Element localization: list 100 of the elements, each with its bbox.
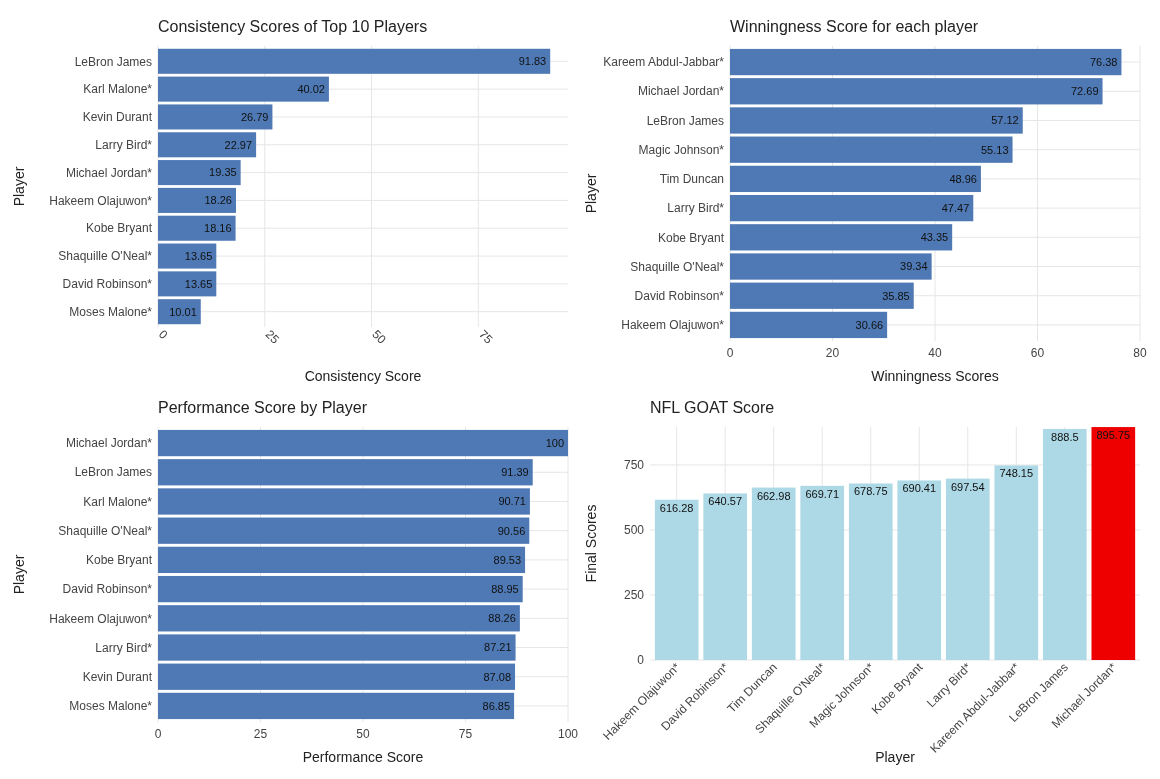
data-label: 55.13	[981, 143, 1009, 156]
data-label: 13.65	[184, 277, 213, 290]
data-label: 888.5	[1051, 430, 1079, 443]
data-label: 57.12	[991, 114, 1019, 127]
x-tick-label: 20	[825, 346, 840, 360]
chart-title: Winningness Score for each player	[730, 18, 979, 35]
y-tick-label: Kobe Bryant	[657, 230, 725, 245]
data-label: 86.85	[482, 699, 511, 712]
data-label: 39.34	[900, 260, 928, 273]
x-tick-label: 0	[726, 346, 734, 360]
y-tick-label: Magic Johnson*	[638, 142, 725, 157]
bar	[158, 459, 533, 486]
y-tick-label: Kevin Durant	[82, 110, 153, 125]
x-tick-label: 75	[458, 727, 473, 741]
data-label: 640.57	[708, 495, 743, 508]
bar	[945, 478, 990, 660]
y-tick-label: 750	[623, 458, 645, 473]
y-tick-label: 250	[623, 588, 645, 603]
bar	[800, 485, 845, 660]
bar	[730, 311, 888, 339]
bar	[848, 483, 893, 660]
data-label: 895.75	[1096, 429, 1131, 442]
y-tick-label: Michael Jordan*	[65, 436, 153, 451]
y-tick-label: Karl Malone*	[83, 82, 153, 97]
x-tick-label: 60	[1030, 346, 1045, 360]
data-label: 18.26	[204, 194, 232, 207]
y-tick-label: Shaquille O'Neal*	[630, 259, 725, 274]
y-axis-title: Final Scores	[583, 504, 599, 583]
bar	[158, 488, 530, 515]
x-tick-label: 80	[1133, 346, 1147, 360]
data-label: 19.35	[209, 166, 237, 179]
bar	[158, 546, 526, 574]
y-tick-label: Kevin Durant	[82, 669, 153, 684]
y-tick-label: 500	[623, 523, 645, 538]
bar	[994, 465, 1039, 660]
x-tick-label: 25	[253, 727, 268, 741]
data-label: 91.39	[501, 466, 529, 479]
x-tick-label: 0	[155, 327, 171, 343]
y-tick-label: David Robinson*	[634, 288, 725, 303]
data-label: 669.71	[805, 487, 840, 500]
data-label: 88.95	[491, 582, 519, 595]
bar	[730, 136, 1013, 163]
data-label: 90.71	[498, 495, 526, 508]
x-axis-title: Player	[875, 749, 916, 765]
y-tick-label: Larry Bird*	[667, 201, 725, 216]
x-axis-title: Consistency Score	[304, 368, 422, 384]
bar	[730, 282, 914, 309]
data-label: 88.26	[488, 612, 516, 625]
y-tick-label: LeBron James	[74, 465, 152, 480]
bar	[1091, 427, 1136, 660]
bar	[158, 605, 520, 632]
x-tick-label: 40	[928, 346, 942, 360]
chart-title: NFL GOAT Score	[650, 399, 775, 416]
bar	[730, 224, 953, 251]
y-tick-label: Kobe Bryant	[85, 553, 153, 568]
bar	[158, 429, 568, 457]
y-tick-label: Larry Bird*	[95, 640, 153, 655]
x-tick-label: 25	[262, 327, 283, 347]
chart-title: Consistency Scores of Top 10 Players	[158, 18, 428, 35]
y-tick-label: Michael Jordan*	[65, 165, 153, 180]
bar	[158, 575, 523, 603]
y-tick-label: Hakeem Olajuwon*	[49, 611, 153, 626]
bar	[1042, 428, 1087, 660]
data-label: 40.02	[297, 82, 325, 95]
data-label: 30.66	[855, 318, 884, 331]
x-axis-title: Performance Score	[302, 749, 424, 765]
y-axis-title: Player	[583, 173, 599, 214]
x-tick-label: 75	[476, 327, 496, 347]
data-label: 90.56	[497, 524, 526, 537]
x-tick-label: 50	[369, 327, 389, 347]
x-tick-label: 50	[356, 727, 370, 741]
chart-title: Performance Score by Player	[158, 399, 368, 416]
data-label: 690.41	[902, 482, 937, 495]
data-label: 35.85	[882, 289, 910, 302]
bar	[703, 493, 748, 660]
y-tick-label: Karl Malone*	[83, 494, 153, 509]
bar	[158, 663, 516, 690]
bar	[158, 517, 530, 544]
bar	[730, 194, 974, 222]
x-axis-title: Winningness Scores	[871, 368, 999, 384]
y-tick-label: LeBron James	[74, 54, 152, 69]
data-label: 72.69	[1071, 85, 1099, 98]
y-tick-label: Moses Malone*	[69, 699, 153, 714]
data-label: 10.01	[169, 305, 197, 318]
y-axis-title: Player	[11, 166, 27, 207]
bar	[751, 487, 796, 660]
data-label: 18.16	[204, 222, 232, 235]
y-tick-label: Tim Duncan	[659, 172, 724, 187]
y-tick-label: LeBron James	[646, 113, 724, 128]
y-tick-label: David Robinson*	[62, 277, 153, 292]
y-tick-label: Michael Jordan*	[637, 84, 725, 99]
y-tick-label: Kareem Abdul-Jabbar*	[603, 55, 725, 70]
y-tick-label: David Robinson*	[62, 582, 153, 597]
data-label: 43.35	[920, 231, 949, 244]
data-label: 616.28	[659, 501, 694, 514]
data-label: 748.15	[999, 467, 1034, 480]
y-tick-label: Moses Malone*	[69, 304, 153, 319]
y-tick-label: Kobe Bryant	[85, 221, 153, 236]
bar	[730, 48, 1122, 76]
data-label: 89.53	[493, 553, 522, 566]
